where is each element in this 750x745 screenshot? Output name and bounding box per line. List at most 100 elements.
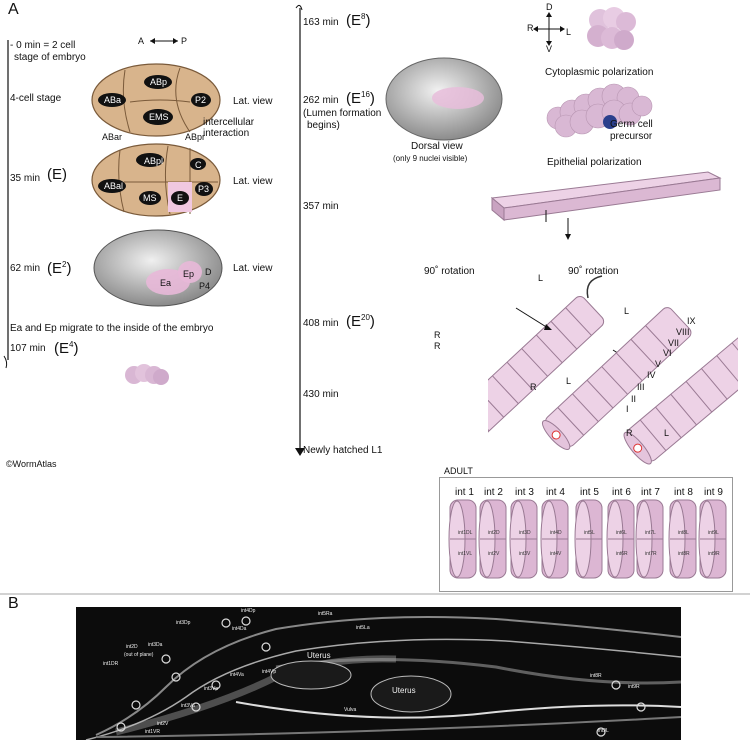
cell-ea: Ea (160, 278, 172, 288)
label-abar: ABar (102, 132, 123, 142)
adult-ring-6: int 6 (612, 487, 631, 498)
time-0-line1: - 0 min = 2 cell (10, 40, 76, 51)
intercellular-line1: intercellular (203, 117, 255, 128)
b-int4da: int4Da (232, 626, 247, 632)
roman-7: VII (668, 338, 680, 348)
cell-p2: P2 (195, 95, 207, 105)
adult-cell-label: int5L (584, 530, 595, 536)
roman-1: I (626, 404, 629, 414)
roman-2: II (631, 394, 637, 404)
b-int5ra: int5Ra (318, 611, 333, 617)
cell-d: D (205, 267, 212, 277)
b-int4vp: int4Vp (262, 669, 277, 675)
roman-6: VI (663, 348, 672, 358)
adult-ring-3: int 3 (515, 487, 534, 498)
adult-ring-shape: int2D int2V (478, 499, 507, 579)
b-int9r: int9R (628, 684, 640, 690)
adult-ring-shape: int4D int4V (540, 499, 569, 579)
time-163-e: (E8) (346, 12, 371, 29)
embryo-8cell (91, 143, 221, 217)
adult-intestine-box: int1DL int1VL int2D int2V int3D int3V int4D int… (439, 477, 733, 592)
time-163: 163 min (303, 17, 339, 28)
ring-l-2: L (566, 376, 572, 386)
dorsal-view-note: (only 9 nuclei visible) (393, 154, 468, 163)
b-int3da: int3Da (148, 642, 163, 648)
adult-ring-7: int 7 (641, 487, 660, 498)
time-262-e: (E16) (346, 90, 375, 107)
adult-ring-9: int 9 (704, 487, 723, 498)
ring-l-3: L (624, 306, 630, 316)
compass-v: V (546, 44, 553, 54)
worm-body (85, 615, 681, 740)
time-408: 408 min (303, 318, 339, 329)
time-430: 430 min (303, 389, 339, 400)
time-408-e: (E20) (346, 313, 375, 330)
cell-c: C (195, 160, 202, 170)
e8-cluster (587, 7, 636, 50)
time-35-label: 35 min (10, 173, 41, 184)
epi-label: Epithelial polarization (547, 157, 642, 168)
adult-title: ADULT (444, 466, 473, 476)
lumen-line1: (Lumen formation (303, 108, 382, 119)
adult-cell-label: int9R (708, 551, 720, 557)
cell-e: E (177, 193, 184, 203)
four-cell-label: 4-cell stage (10, 93, 62, 104)
adult-cell-label: int8L (678, 530, 689, 536)
cell-aba: ABa (104, 95, 122, 105)
adult-cell-label: int1DL (458, 530, 473, 536)
compass-d: D (546, 2, 553, 12)
time-107-label: 107 min (10, 343, 46, 354)
roman-5: V (655, 359, 662, 369)
adult-cell-label: int1VL (458, 551, 472, 557)
germ-line1: Germ cell (610, 119, 653, 130)
e4-cluster (125, 364, 169, 385)
cell-abpl: ABpl (144, 156, 164, 166)
ring-r-2: R (434, 341, 441, 351)
embryo-dic (93, 229, 223, 307)
adult-cell-label: int6R (616, 551, 628, 557)
adult-ring-shape: int9L int9R (698, 499, 727, 579)
time-357: 357 min (303, 201, 339, 212)
intercellular-line2: interaction (203, 128, 250, 139)
cell-p4: P4 (199, 281, 211, 291)
adult-ring-shape: int5L (574, 499, 603, 579)
adult-cell-label: int8R (678, 551, 690, 557)
b-int9l: int9L (598, 728, 609, 734)
adult-rings: int1DLint1VLint2Dint2Vint3Dint3Vint4Dint… (448, 499, 727, 579)
ring-r-1: R (434, 330, 441, 340)
compass-l: L (566, 27, 572, 37)
adult-ring-shape: int8L int8R (668, 499, 697, 579)
b-int1vr: int1VR (145, 729, 161, 735)
embryo2-view: Lat. view (233, 176, 273, 187)
b-out-of-plane: (out of plane) (124, 652, 154, 658)
cell-p3: P3 (198, 184, 210, 194)
e16-cluster (546, 83, 653, 138)
adult-cell-label: int3V (519, 551, 531, 557)
migrate-label: Ea and Ep migrate to the inside of the e… (10, 323, 214, 334)
roman-9: IX (687, 316, 696, 326)
b-int3vp: int3Vp (204, 686, 219, 692)
axis-a-label: A (138, 36, 145, 46)
germ-line2: precursor (610, 131, 653, 142)
timeline-axes (3, 4, 565, 456)
roman-8: VIII (676, 327, 690, 337)
b-int8r: int8R (590, 673, 602, 679)
panel-a-letter: A (8, 1, 19, 18)
adult-ring-4: int 4 (546, 487, 565, 498)
rotation-2-label: 90˚ rotation (568, 266, 619, 277)
cell-ems: EMS (149, 112, 169, 122)
b-int2d: int2D (126, 644, 138, 650)
b-int3dp: int3Dp (176, 620, 191, 626)
b-int3va: int3Va (181, 703, 195, 709)
adult-cell-label: int4D (550, 530, 562, 536)
b-int4dp: int4Dp (241, 608, 256, 614)
roman-3: III (637, 382, 645, 392)
time-107-e: (E4) (54, 340, 79, 357)
panel-b-letter: B (8, 595, 19, 612)
ring-l-1: L (538, 273, 544, 283)
adult-cell-label: int7R (645, 551, 657, 557)
roman-4: IV (647, 370, 656, 380)
adult-ring-1: int 1 (455, 487, 474, 498)
time-62-e: (E2) (47, 260, 72, 277)
